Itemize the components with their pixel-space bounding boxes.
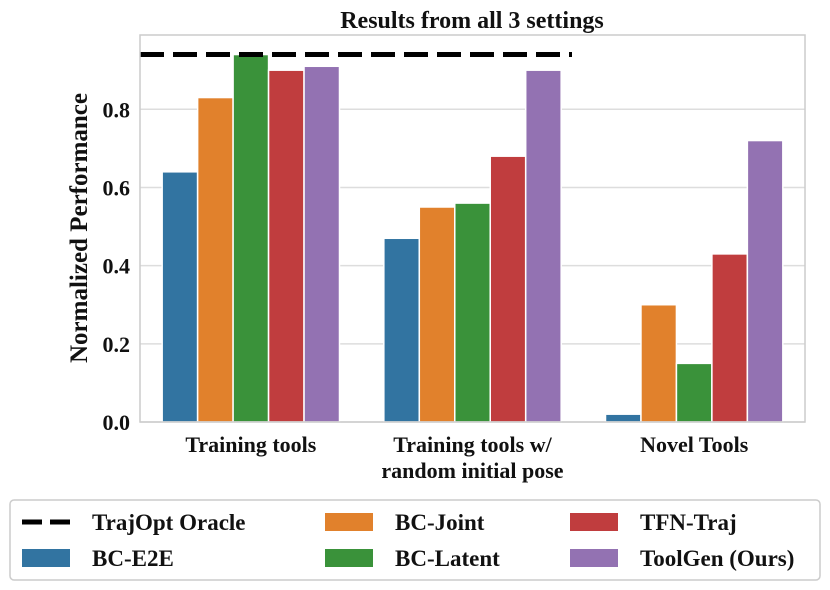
bar-tfn-traj (489, 155, 527, 423)
bar-toolgen-ours (303, 65, 341, 423)
bar-bc-joint (640, 303, 678, 423)
x-tick-label: Training tools (185, 432, 316, 457)
plot-frame (139, 34, 806, 423)
y-tick-label: 0.4 (103, 254, 131, 279)
y-axis-ticks: 0.0 0.2 0.4 0.6 0.8 (103, 97, 131, 435)
legend-swatch (325, 513, 373, 531)
y-tick-label: 0.0 (103, 410, 131, 435)
legend-swatch (570, 549, 618, 567)
bar-bc-latent (232, 53, 270, 423)
legend: TrajOpt Oracle BC-Joint TFN-Traj BC-E2E BC-L… (9, 499, 821, 581)
bar-toolgen-ours (746, 139, 784, 423)
chart-title: Results from all 3 settings (340, 8, 604, 34)
bar-bc-latent (675, 362, 713, 423)
x-tick-label: Training tools w/ (393, 432, 552, 457)
bars (161, 53, 784, 423)
legend-swatch (570, 513, 618, 531)
bar-bc-joint (418, 206, 456, 423)
legend-label: TrajOpt Oracle (92, 510, 246, 535)
bar-bc-latent (454, 202, 491, 423)
bar-toolgen-ours (524, 69, 562, 423)
bar-bc-e2e (383, 237, 421, 423)
legend-label: BC-Joint (395, 510, 485, 535)
y-axis-label: Normalized Performance (66, 93, 93, 363)
legend-label: BC-E2E (92, 546, 174, 571)
y-tick-label: 0.2 (103, 332, 131, 357)
bar-bc-e2e (604, 413, 642, 423)
legend-label: BC-Latent (395, 546, 500, 571)
legend-swatch (22, 549, 70, 567)
legend-swatch (325, 549, 373, 567)
x-tick-label: random initial pose (381, 458, 563, 483)
bar-bc-e2e (161, 171, 199, 423)
bar-tfn-traj (711, 253, 749, 423)
y-tick-label: 0.8 (103, 97, 131, 122)
y-tick-label: 0.6 (103, 175, 131, 200)
bar-bc-joint (196, 96, 234, 423)
legend-label: ToolGen (Ours) (640, 546, 794, 571)
bar-tfn-traj (267, 69, 305, 423)
x-axis-ticks: Training tools Training tools w/random in… (185, 432, 748, 483)
x-tick-label: Novel Tools (640, 432, 749, 457)
legend-label: TFN-Traj (640, 510, 737, 535)
